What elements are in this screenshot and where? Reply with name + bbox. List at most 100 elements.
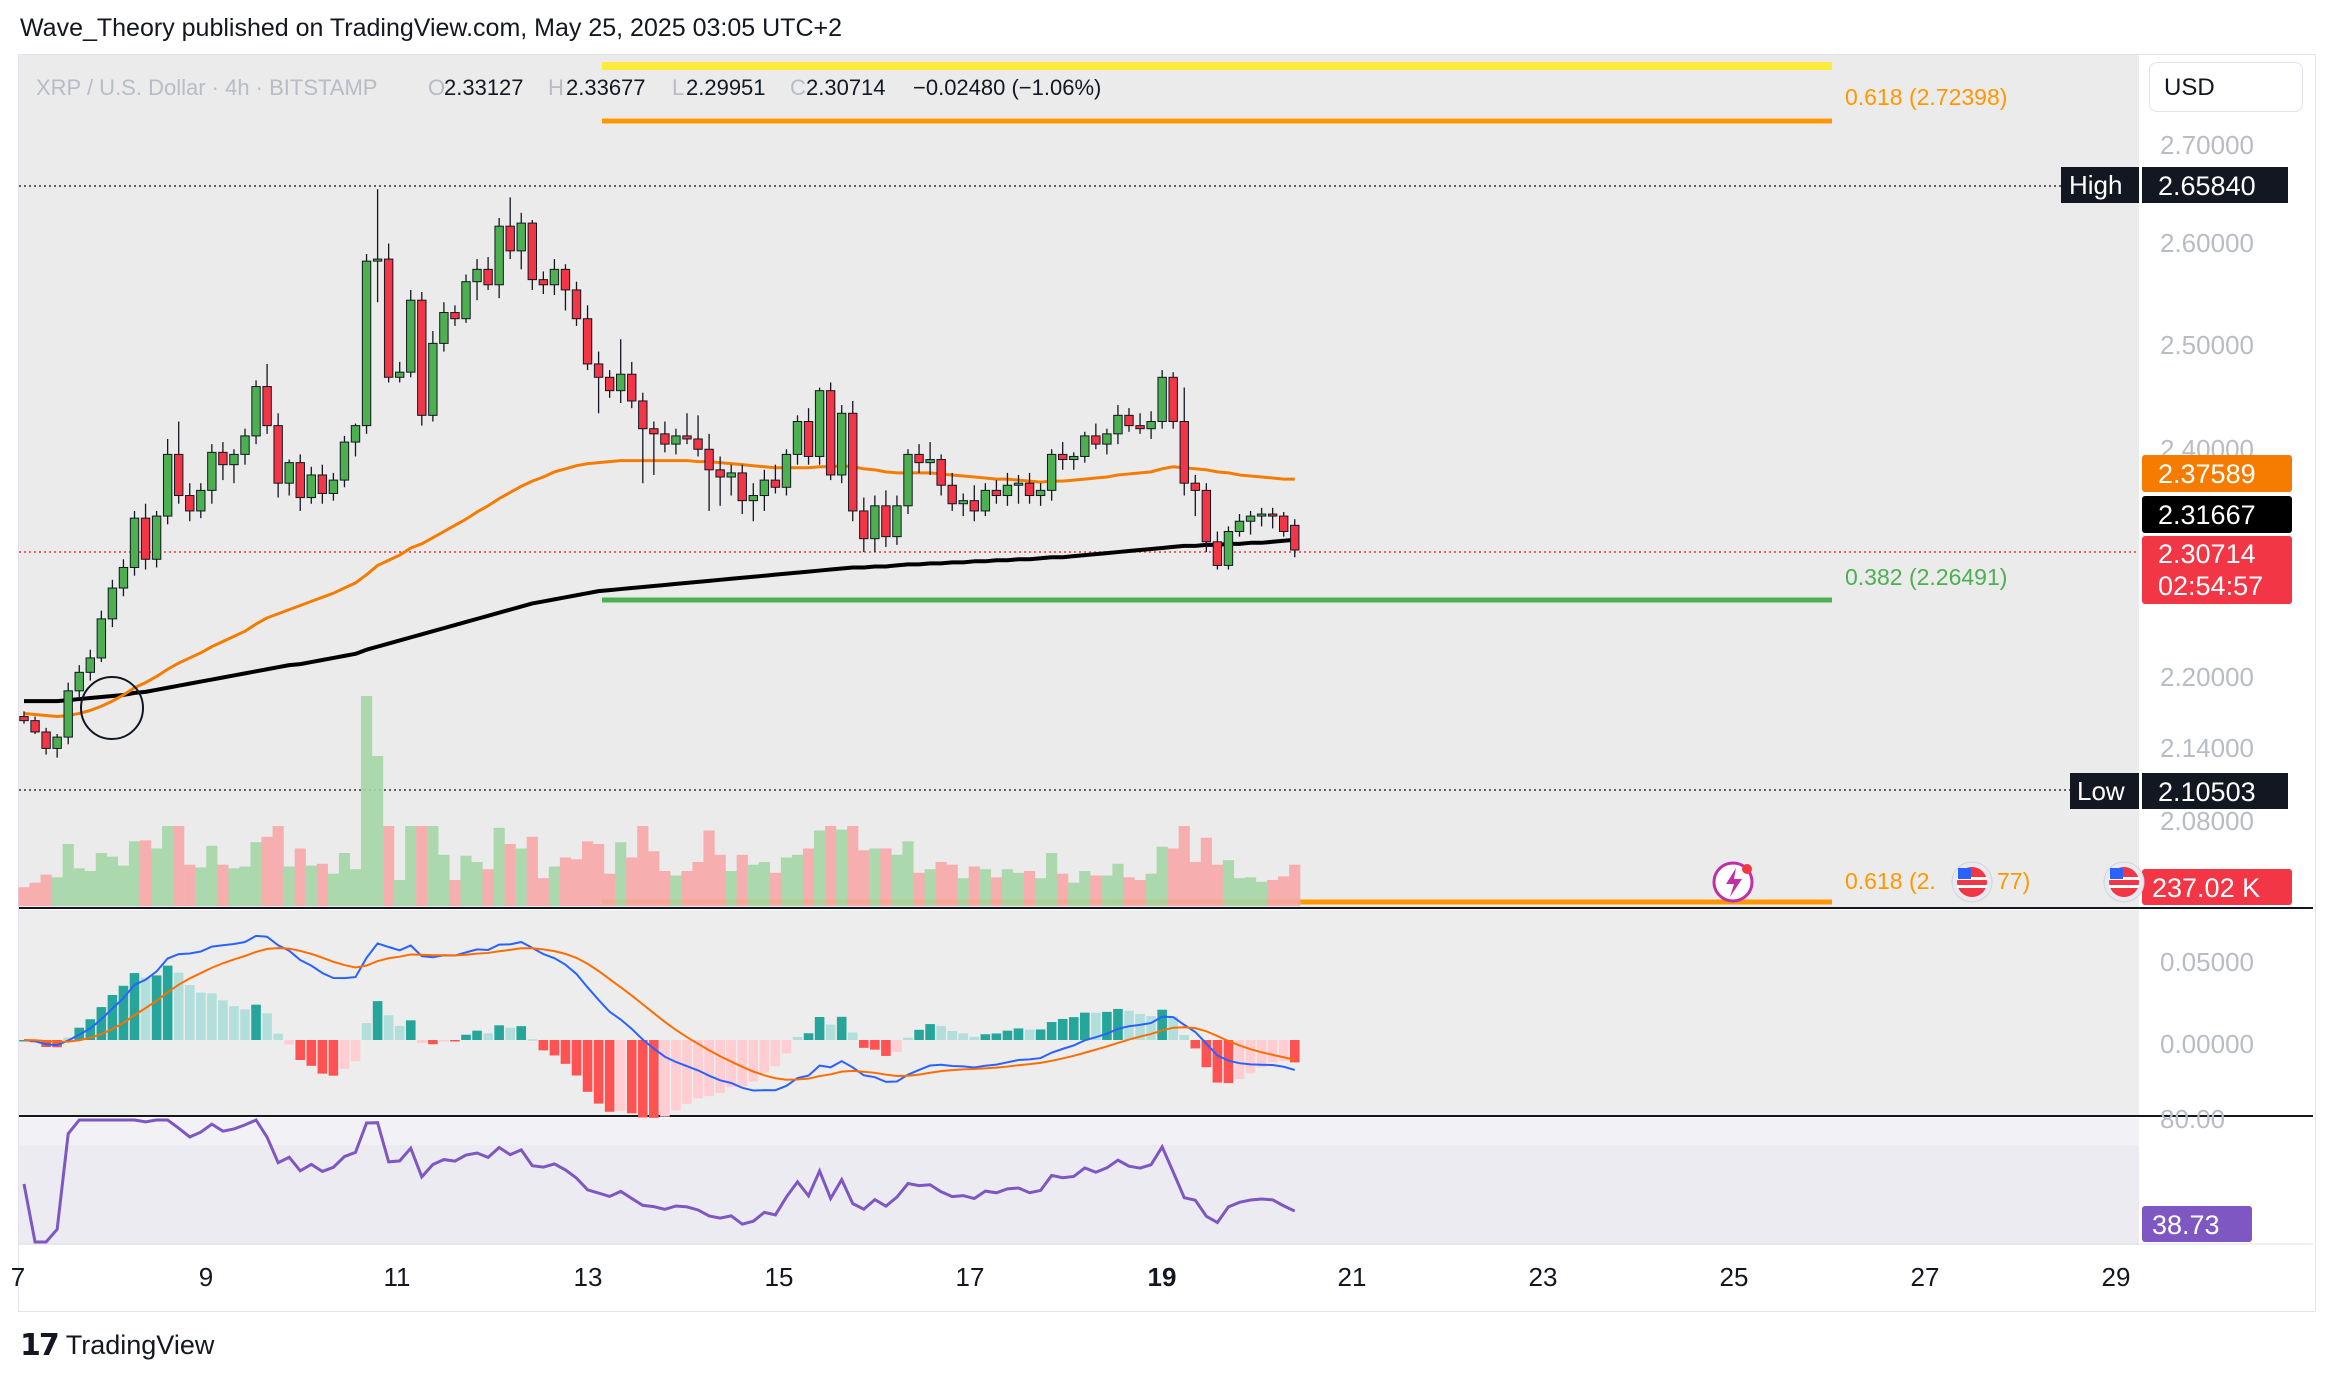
candle-down [1024, 482, 1035, 497]
macd-histogram-bar [638, 1040, 648, 1118]
candle-down [185, 495, 195, 512]
macd-histogram-bar [229, 1006, 239, 1040]
macd-histogram-bar [1190, 1040, 1201, 1049]
candle-up [494, 225, 504, 286]
currency-button[interactable]: USD [2149, 62, 2303, 112]
fib-0618-bottom-label-start: 0.618 (2. [1845, 868, 1936, 894]
legend-symbol[interactable]: XRP / U.S. Dollar · 4h · BITSTAMP [36, 75, 377, 100]
volume-bar-down [703, 830, 715, 906]
volume-bar-down [559, 857, 572, 906]
macd-histogram-bar [173, 972, 184, 1040]
candle-down [1290, 524, 1300, 551]
volume-bar-up [515, 848, 527, 906]
time-axis-label: 19 [1148, 1262, 1177, 1292]
candle-up [63, 690, 73, 738]
candle-down [527, 222, 537, 281]
macd-histogram-bar [383, 1015, 394, 1040]
volume-bar-up [349, 869, 362, 906]
volume-bar-up [1068, 882, 1080, 906]
candle-down [30, 720, 40, 733]
macd-histogram-bar [207, 993, 217, 1040]
volume-bar-up [548, 866, 560, 906]
rsi-value-box [2142, 1206, 2252, 1242]
volume-bar-down [316, 863, 328, 906]
candle-down [1279, 515, 1289, 533]
macd-histogram-bar [836, 1016, 847, 1040]
volume-bar-down [968, 866, 980, 906]
candle-down [704, 448, 714, 471]
candle-up [1146, 421, 1156, 430]
candle-down [1168, 376, 1178, 423]
macd-histogram-bar [538, 1040, 549, 1051]
volume-bar-up [1035, 878, 1047, 906]
us-flag-icon[interactable] [1951, 861, 1993, 903]
candle-up [516, 222, 526, 252]
macd-histogram-bar [516, 1026, 527, 1040]
volume-bar-up [394, 880, 406, 906]
volume-bar-up [791, 854, 804, 906]
volume-bar-down [946, 864, 958, 906]
macd-histogram-bar [660, 1040, 670, 1117]
candle-up [1080, 435, 1090, 457]
candle-up [461, 281, 471, 320]
candle-up [240, 435, 250, 455]
macd-histogram-bar [549, 1040, 560, 1056]
volume-bar-up [460, 855, 472, 906]
macd-histogram-bar [494, 1025, 504, 1040]
volume-bar-up [869, 848, 881, 906]
candle-up [361, 260, 372, 427]
legend-change: −0.02480 (−1.06%) [913, 75, 1101, 100]
time-axis[interactable]: 7 9 11 13 15 17 19 21 23 25 27 29 [11, 1262, 2131, 1292]
candle-up [792, 421, 803, 455]
candle-up [759, 479, 770, 497]
macd-histogram-bar [759, 1040, 770, 1073]
macd-histogram-bar [715, 1040, 725, 1094]
volume-bar-down [416, 826, 428, 906]
volume-bar-up [338, 853, 351, 906]
candle-up [151, 515, 162, 560]
macd-histogram-bar [726, 1040, 736, 1088]
macd-histogram-bar [991, 1033, 1002, 1040]
candle-up [1013, 482, 1024, 486]
macd-histogram-bar [1035, 1029, 1046, 1040]
volume-bar-down [1057, 873, 1069, 906]
volume-bar-down [858, 850, 870, 906]
volume-bar-up [670, 875, 682, 906]
candle-down [273, 425, 283, 484]
volume-bar-down [626, 857, 638, 906]
volume-bar-down [1189, 862, 1201, 906]
candle-down [1179, 421, 1189, 484]
candle-up [549, 268, 560, 286]
macd-histogram-bar [847, 1032, 858, 1040]
publisher-line: Wave_Theory published on TradingView.com… [20, 14, 842, 42]
lightning-event-icon[interactable] [1712, 861, 1754, 903]
tradingview-logo[interactable]: 𝟭𝟳 TradingView [20, 1328, 214, 1363]
macd-histogram-bar [1057, 1018, 1068, 1040]
low-value-box [2142, 773, 2288, 809]
macd-histogram-bar [571, 1040, 582, 1076]
macd-pane[interactable] [19, 910, 2139, 1115]
candle-up [837, 412, 847, 476]
candle-up [52, 736, 62, 749]
time-axis-label: 29 [2102, 1262, 2131, 1292]
volume-bar-down [1023, 871, 1036, 906]
ema200-line [24, 537, 1295, 704]
volume-bar-down [604, 873, 616, 906]
volume-bar-up [758, 862, 770, 906]
volume-bar-down [659, 871, 671, 906]
us-flag-icon[interactable] [2103, 861, 2145, 903]
price-tick: 2.50000 [2160, 330, 2254, 360]
candle-up [1256, 513, 1267, 517]
legend-low-label: L [672, 75, 684, 100]
macd-histogram-bar [748, 1040, 759, 1082]
tradingview-mark-icon: 𝟭𝟳 [20, 1329, 60, 1362]
macd-histogram-bar [417, 1040, 427, 1044]
candle-up [781, 453, 792, 488]
candle-down [295, 462, 305, 499]
candle-down [859, 510, 869, 540]
macd-tick: 0.05000 [2160, 947, 2254, 977]
volume-bar-up [747, 864, 759, 906]
macd-histogram-bar [1201, 1040, 1212, 1068]
macd-histogram-bar [947, 1030, 957, 1040]
